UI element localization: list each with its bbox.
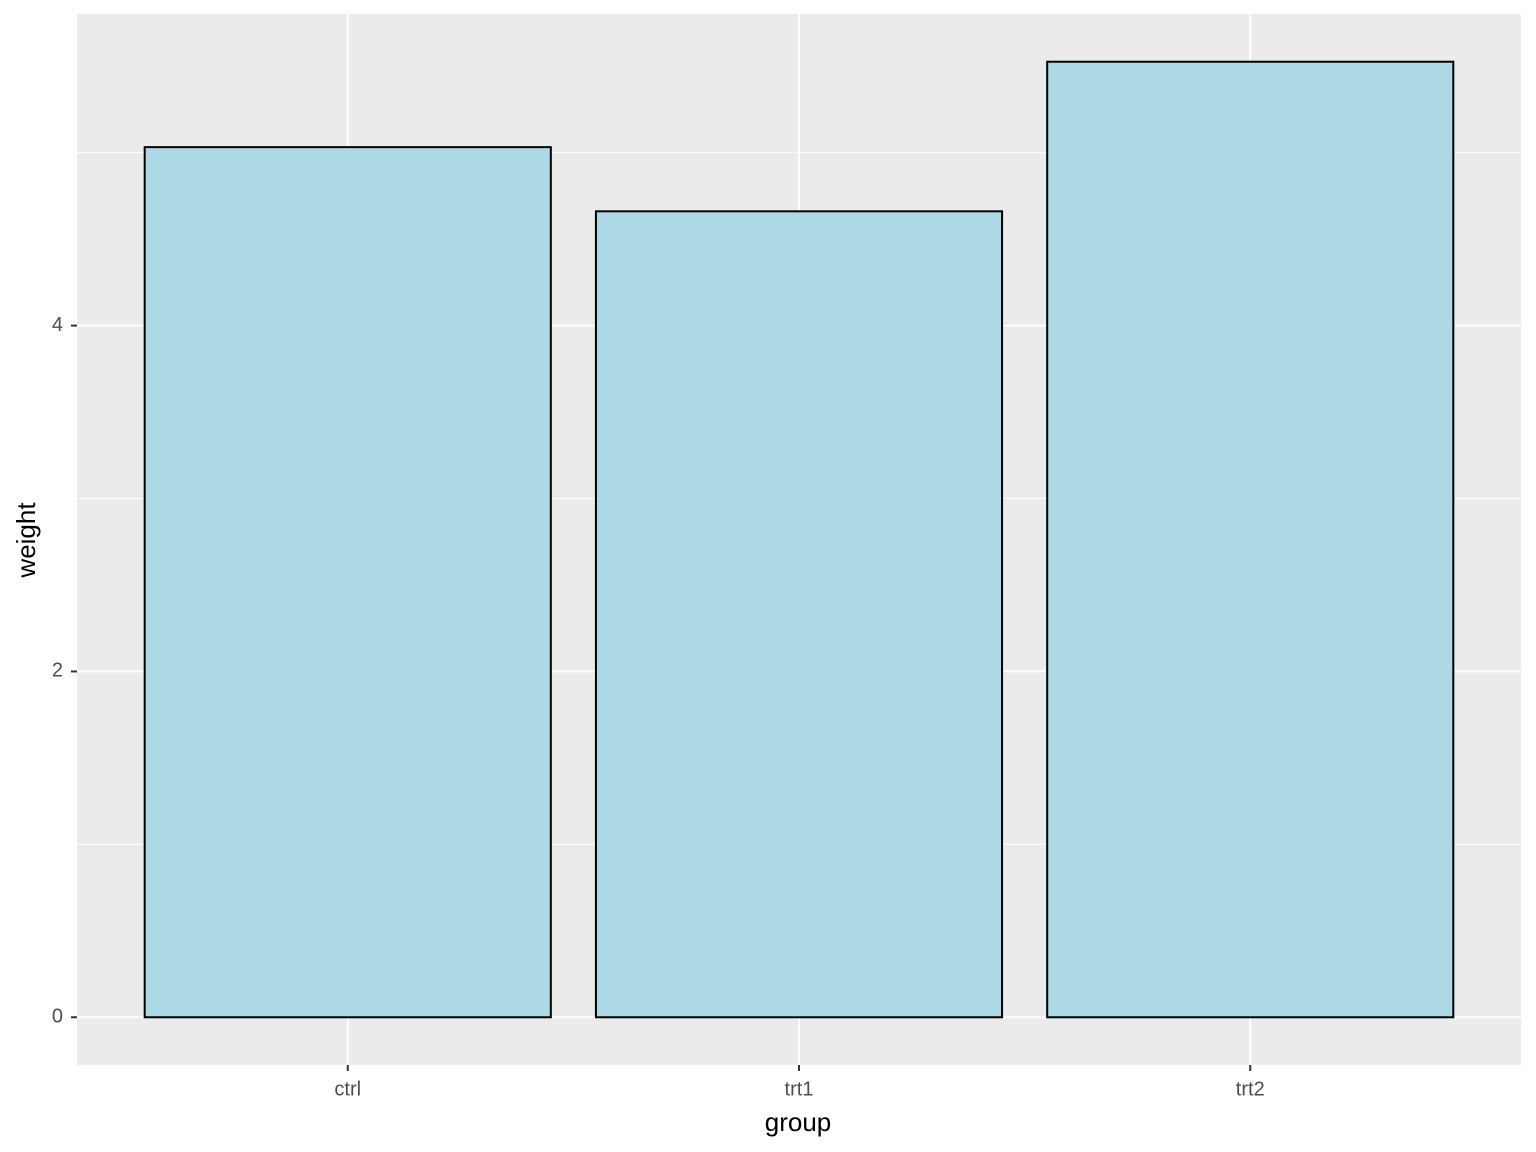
x-tick-label: trt1 — [785, 1078, 814, 1100]
x-tick-label: ctrl — [334, 1078, 361, 1100]
y-axis-title: weight — [11, 502, 41, 579]
bars — [143, 60, 1455, 1019]
bar — [143, 146, 552, 1019]
x-axis-title: group — [765, 1107, 832, 1137]
y-tick-label: 0 — [52, 1006, 63, 1028]
bar — [594, 210, 1004, 1019]
bar — [1046, 60, 1455, 1019]
y-tick-label: 4 — [52, 314, 63, 336]
y-tick-label: 2 — [52, 660, 63, 682]
x-tick-label: trt2 — [1236, 1078, 1265, 1100]
